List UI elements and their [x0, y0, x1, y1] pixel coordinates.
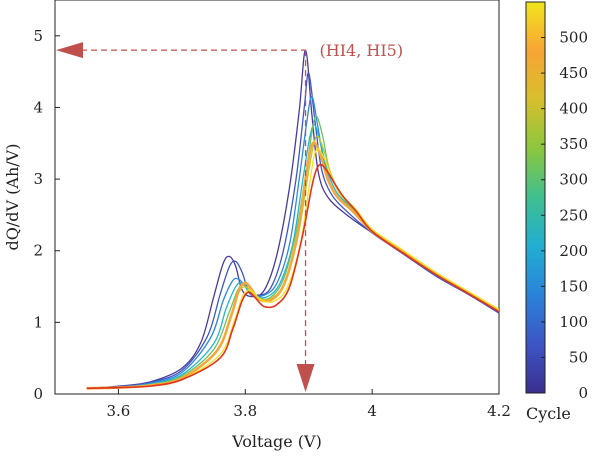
colorbar-tick-label: 400 — [559, 100, 588, 118]
x-tick-label: 4.2 — [487, 402, 511, 420]
series-line-cycle-0 — [86, 49, 499, 389]
colorbar-tick-label: 500 — [559, 29, 588, 47]
y-axis-title: dQ/dV (Ah/V) — [3, 144, 22, 251]
colorbar-tick-label: 150 — [559, 277, 588, 295]
y-tick-label: 2 — [33, 242, 43, 260]
y-axis-ticks: 0 1 2 3 4 5 — [33, 27, 60, 403]
colorbar-tick-label: 100 — [559, 313, 588, 331]
colorbar-ticks: 0 50 100 150 200 250 300 350 400 450 500 — [541, 29, 588, 402]
y-tick-label: 3 — [33, 170, 43, 188]
series-line-cycle-520 — [86, 148, 499, 389]
y-tick-label: 1 — [33, 313, 43, 331]
colorbar — [525, 1, 546, 394]
annotation-down-arrowhead — [296, 364, 315, 392]
y-tick-label: 4 — [33, 98, 43, 116]
colorbar-tick-label: 50 — [569, 348, 588, 366]
y-tick-label: 0 — [33, 385, 43, 403]
x-tick-label: 3.6 — [106, 402, 130, 420]
x-axis-title: Voltage (V) — [231, 432, 322, 451]
colorbar-tick-label: 250 — [559, 206, 588, 224]
colorbar-tick-label: 0 — [578, 384, 588, 402]
series-layer — [86, 49, 499, 390]
colorbar-tick-label: 450 — [559, 64, 588, 82]
x-axis-ticks: 3.6 3.8 4 4.2 — [106, 389, 511, 420]
annotation-left-arrowhead — [56, 42, 83, 59]
colorbar-tick-label: 300 — [559, 171, 588, 189]
series-line-cycle-60 — [86, 72, 499, 389]
colorbar-title: Cycle — [526, 404, 571, 423]
annotation-label: (HI4, HI5) — [320, 41, 404, 60]
y-tick-label: 5 — [33, 27, 43, 45]
annotation-layer: (HI4, HI5) — [56, 41, 403, 392]
x-tick-label: 3.8 — [233, 402, 257, 420]
series-line-cycle-450 — [86, 141, 499, 390]
series-line-cycle-400 — [86, 135, 499, 389]
colorbar-tick-label: 350 — [559, 135, 588, 153]
colorbar-tick-label: 200 — [559, 242, 588, 260]
x-tick-label: 4 — [367, 402, 377, 420]
plot-area-frame — [54, 0, 500, 395]
series-line-cycle-550 — [86, 163, 499, 390]
